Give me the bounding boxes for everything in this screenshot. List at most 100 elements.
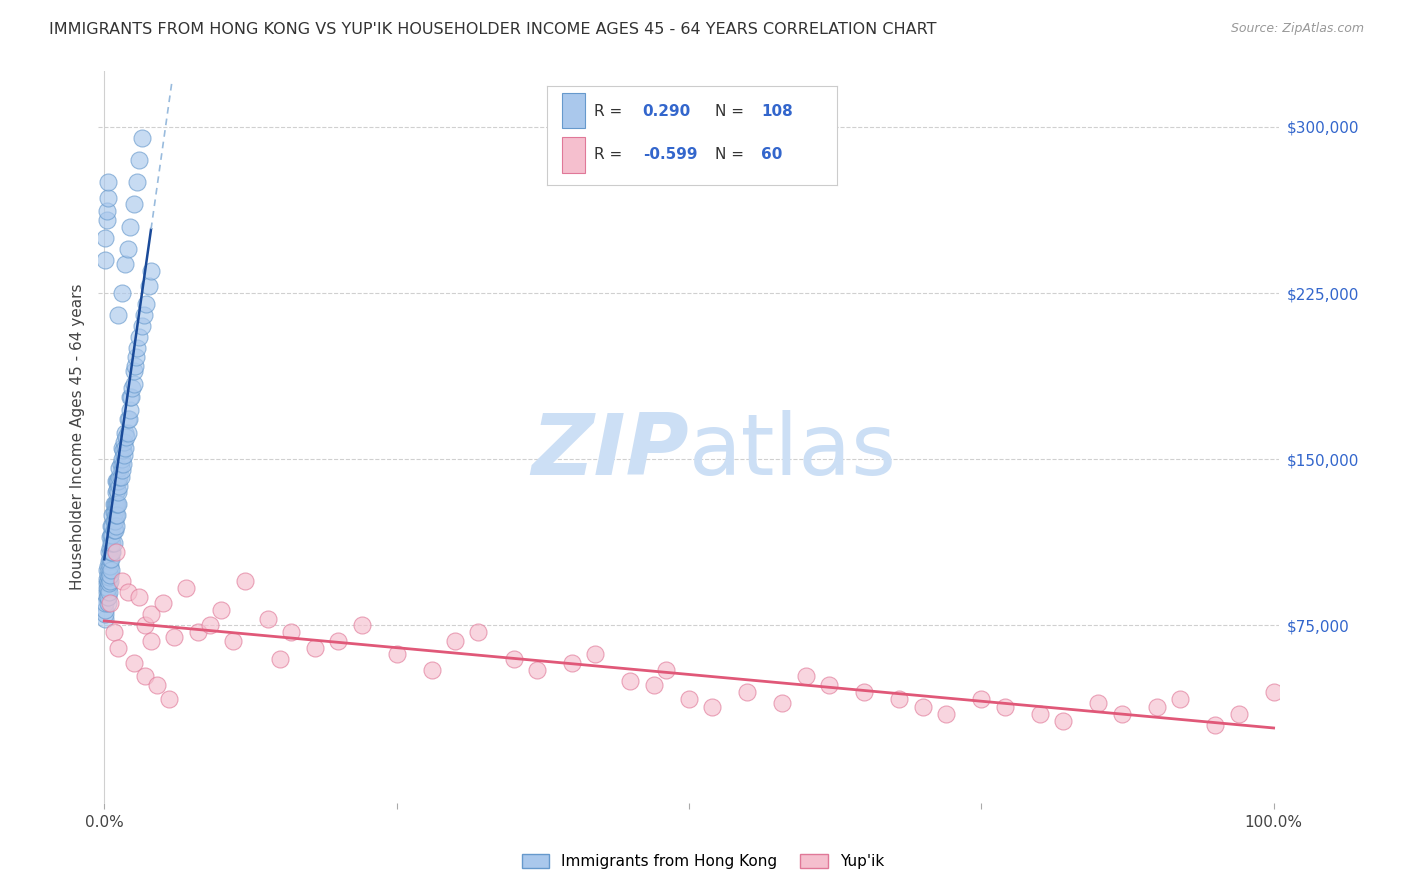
Point (935, 707, 957, 722)
Point (103, 523, 125, 537)
Point (120, 390, 142, 404)
Point (146, 678, 169, 692)
Point (94, 252, 117, 267)
Point (112, 448, 135, 462)
Point (104, 485, 127, 500)
Point (994, 700, 1017, 714)
Point (104, 518, 127, 533)
Point (118, 412, 141, 426)
Point (1204, 718, 1226, 732)
Point (128, 330, 150, 344)
Point (124, 359, 146, 373)
Point (350, 618, 373, 632)
Point (138, 279, 160, 293)
Point (108, 479, 131, 493)
Point (98, 558, 121, 573)
Point (105, 483, 128, 498)
Point (163, 630, 186, 644)
Point (139, 607, 162, 622)
Point (98, 567, 121, 582)
Point (104, 508, 127, 522)
Point (152, 596, 174, 610)
Point (104, 497, 127, 511)
Point (100, 552, 122, 566)
Point (94, 603, 117, 617)
Point (385, 648, 408, 662)
Point (104, 497, 127, 511)
Point (269, 651, 291, 665)
Point (97, 574, 120, 589)
Point (96, 212, 118, 227)
Point (444, 634, 467, 648)
Point (107, 475, 129, 489)
Point (97, 545, 120, 559)
Point (94, 596, 117, 610)
Point (103, 497, 125, 511)
Y-axis label: Householder Income Ages 45 - 64 years: Householder Income Ages 45 - 64 years (69, 284, 84, 591)
Point (101, 545, 124, 559)
Point (654, 663, 676, 677)
Point (104, 505, 127, 519)
Point (643, 678, 665, 692)
Point (108, 461, 131, 475)
Point (818, 678, 841, 692)
Point (135, 297, 157, 311)
Point (853, 685, 876, 699)
Point (101, 527, 124, 541)
Point (678, 691, 700, 706)
Point (97, 567, 120, 582)
Point (118, 403, 141, 417)
Text: Source: ZipAtlas.com: Source: ZipAtlas.com (1230, 22, 1364, 36)
Point (114, 441, 136, 455)
Point (98, 552, 121, 566)
Point (772, 696, 794, 710)
Point (583, 648, 606, 662)
Point (100, 545, 122, 559)
Point (97, 558, 120, 573)
Point (118, 219, 141, 234)
Point (304, 640, 326, 655)
Point (125, 351, 148, 365)
Point (117, 242, 139, 256)
Point (104, 514, 127, 528)
Point (794, 669, 817, 683)
Point (122, 656, 145, 670)
Point (104, 545, 127, 559)
Point (94, 612, 117, 626)
Point (122, 363, 145, 377)
Point (122, 376, 145, 391)
Point (420, 663, 443, 677)
Point (101, 518, 124, 533)
Point (104, 475, 127, 489)
Point (128, 590, 150, 604)
Point (139, 264, 162, 278)
Legend: Immigrants from Hong Kong, Yup'ik: Immigrants from Hong Kong, Yup'ik (516, 848, 890, 875)
Point (96, 590, 118, 604)
Text: atlas: atlas (689, 410, 897, 493)
Point (105, 497, 128, 511)
Point (111, 452, 134, 467)
Point (131, 319, 153, 334)
Point (110, 470, 132, 484)
Point (97, 585, 120, 599)
Point (174, 581, 197, 595)
Point (100, 518, 122, 533)
Point (1146, 700, 1168, 714)
Point (125, 342, 148, 356)
Point (105, 508, 128, 522)
Point (889, 691, 911, 706)
Point (128, 153, 150, 167)
Point (98, 530, 121, 544)
Point (111, 441, 134, 455)
Point (111, 463, 134, 477)
Point (103, 514, 125, 528)
Point (98, 574, 121, 589)
Point (96, 563, 118, 577)
Point (280, 625, 302, 640)
Point (209, 603, 232, 617)
Point (110, 457, 132, 471)
Point (107, 640, 129, 655)
Point (134, 618, 156, 632)
Point (121, 381, 143, 395)
Point (100, 536, 122, 550)
